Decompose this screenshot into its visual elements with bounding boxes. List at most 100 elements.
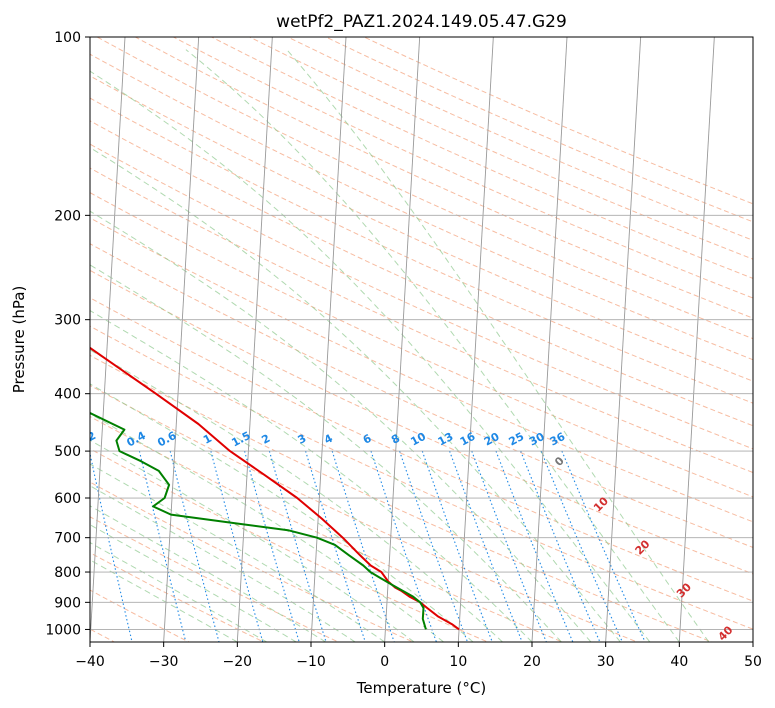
dry-adiabat-line — [96, 37, 753, 340]
x-axis-title: Temperature (°C) — [356, 679, 486, 697]
dry-adiabat-line — [90, 120, 753, 427]
dry-adiabat-line — [90, 143, 753, 450]
dry-adiabat-line — [90, 384, 639, 642]
isotherm-line — [678, 37, 715, 642]
dry-adiabat-line — [286, 37, 753, 241]
mixing-ratio-label: 0.2 — [75, 429, 98, 450]
mixing-ratio-label: 20 — [482, 430, 502, 449]
isotherms — [90, 37, 753, 642]
mixing-ratio-line — [244, 450, 300, 642]
mixing-ratio-line — [210, 450, 264, 642]
dry-adiabat-line — [90, 516, 340, 642]
moist-adiabat-line — [90, 505, 326, 642]
dry-adiabat-line — [90, 243, 753, 548]
mixing-ratio-line — [540, 450, 623, 642]
dewpoint-trace — [90, 411, 427, 630]
isotherm-line — [457, 37, 494, 642]
y-tick-label: 200 — [54, 208, 81, 224]
y-tick-label: 600 — [54, 491, 81, 507]
moist-adiabat-label: 0 — [552, 454, 567, 469]
mixing-ratio-label: 16 — [458, 430, 478, 449]
mixing-ratio-label: 10 — [408, 430, 428, 449]
y-tick-label: 300 — [54, 313, 81, 329]
mixing-ratio-label: 6 — [361, 432, 374, 447]
plot-area: 0.10.20.40.611.52346810131620253036-100-… — [28, 37, 753, 643]
mixing-ratio-line — [331, 450, 395, 642]
dry-adiabat-line — [362, 37, 753, 205]
dry-adiabat-line — [90, 481, 415, 642]
x-tick-label: 30 — [597, 654, 615, 670]
dry-adiabat-line — [90, 192, 753, 498]
dry-adiabat-line — [90, 297, 753, 602]
dry-adiabat-line — [324, 37, 753, 223]
moist-adiabat-line — [90, 485, 356, 642]
dry-adiabat-line — [90, 269, 753, 575]
isotherm-line — [605, 37, 642, 642]
mixing-ratio-label: 0.1 — [28, 429, 51, 450]
isotherm-line — [752, 634, 753, 642]
isotherm-line — [531, 37, 568, 642]
moist-adiabat-line — [90, 542, 268, 642]
x-tick-label: −30 — [149, 654, 179, 670]
y-tick-label: 400 — [54, 387, 81, 403]
y-tick-label: 800 — [54, 565, 81, 581]
mixing-ratio-line — [520, 450, 601, 642]
mixing-ratio-line — [169, 450, 220, 642]
mixing-ratio-label: 25 — [507, 430, 527, 449]
y-axis-title: Pressure (hPa) — [10, 286, 28, 394]
isotherm-line — [236, 37, 273, 642]
moist-adiabats — [90, 49, 710, 642]
moist-adiabat-line — [90, 146, 621, 642]
moist-adiabat-label: 30 — [674, 580, 694, 600]
mixing-ratio-line — [305, 450, 366, 642]
plot-frame — [89, 36, 754, 643]
mixing-ratio-line — [138, 450, 187, 642]
dry-adiabat-line — [90, 354, 714, 642]
isotherm-line — [310, 37, 347, 642]
dry-adiabat-line — [90, 75, 753, 382]
mixing-ratio-label: 30 — [527, 430, 547, 449]
moist-adiabat-line — [286, 49, 710, 642]
moist-adiabat-line — [90, 463, 385, 642]
moist-adiabat-line — [90, 70, 651, 642]
dry-adiabat-line — [90, 325, 753, 630]
mixing-ratio-label: 13 — [436, 430, 456, 449]
moist-adiabat-line — [90, 309, 533, 642]
chart-title: wetPf2_PAZ1.2024.149.05.47.G29 — [276, 12, 567, 32]
mixing-ratio-line — [399, 450, 469, 642]
y-tick-label: 700 — [54, 531, 81, 547]
dry-adiabats — [90, 37, 753, 642]
moist-adiabat-line — [90, 210, 592, 642]
dry-adiabat-line — [90, 167, 753, 474]
mixing-ratio-label: 0.4 — [125, 429, 149, 450]
moist-adiabat-line — [90, 439, 415, 642]
x-tick-label: 50 — [744, 654, 762, 670]
dry-adiabat-line — [134, 37, 753, 319]
x-tick-label: 20 — [523, 654, 541, 670]
mixing-ratio-lines — [90, 450, 646, 642]
mixing-ratio-line — [561, 450, 646, 642]
dry-adiabat-line — [90, 217, 753, 523]
x-tick-label: 10 — [449, 654, 467, 670]
moist-adiabat-line — [185, 49, 680, 642]
isobars — [90, 37, 753, 630]
x-tick-label: 40 — [670, 654, 688, 670]
moist-adiabat-line — [90, 383, 474, 642]
isotherm-line — [384, 37, 421, 642]
moist-adiabat-label: 10 — [591, 494, 611, 514]
y-tick-label: 500 — [54, 444, 81, 460]
moist-adiabat-line — [90, 349, 503, 642]
mixing-ratio-label: 8 — [389, 432, 402, 447]
moist-adiabat-line — [90, 264, 562, 642]
mixing-ratio-label: 3 — [296, 432, 309, 447]
mixing-ratio-label: 4 — [322, 432, 335, 447]
y-tick-label: 1000 — [45, 622, 81, 638]
isotherm-line — [90, 37, 126, 642]
moist-adiabat-label: 40 — [716, 623, 736, 643]
mixing-ratio-line — [268, 450, 327, 642]
x-tick-label: −10 — [296, 654, 326, 670]
moist-adiabat-line — [90, 559, 238, 642]
x-tick-label: 0 — [380, 654, 389, 670]
x-tick-label: −20 — [223, 654, 253, 670]
